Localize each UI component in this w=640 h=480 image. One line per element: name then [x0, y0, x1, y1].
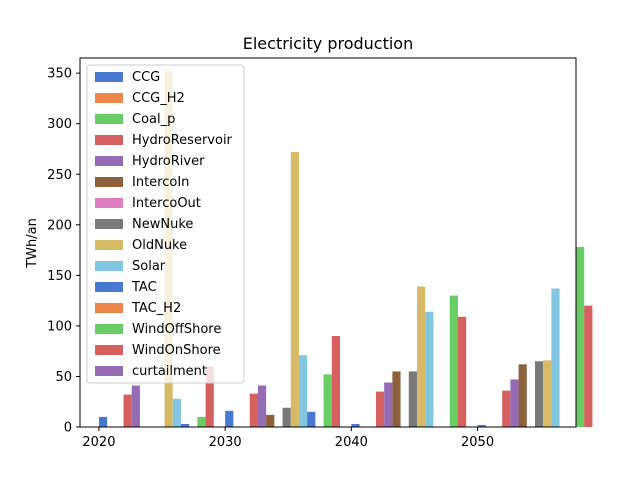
bar-WindOnShore-2020: [205, 366, 214, 427]
bar-NewNuke-2040: [408, 371, 417, 427]
legend: CCG CCG_H2 Coal_p HydroReservoir HydroRiver I…: [86, 64, 245, 384]
legend-swatch-Coal_p: [95, 114, 123, 124]
bar-CCG-2030: [225, 410, 234, 427]
chart-title: Electricity production: [243, 34, 413, 53]
bar-Solar-2030: [298, 355, 308, 427]
legend-label-Coal_p: Coal_p: [132, 112, 175, 127]
legend-swatch-OldNuke: [95, 240, 123, 250]
legend-swatch-CCG_H2: [95, 93, 123, 103]
bar-NewNuke-2030: [282, 407, 291, 427]
bar-NewNuke-2050: [534, 361, 544, 427]
bar-HydroRiver-2040: [384, 382, 393, 427]
bar-WindOffShore-2040: [449, 295, 458, 427]
bar-TAC-2030: [307, 411, 316, 427]
bar-HydroReservoir-2040: [375, 391, 385, 427]
y-tick-label: 250: [47, 168, 72, 183]
plot-area-frame: [79, 57, 577, 428]
bar-OldNuke-2050: [543, 360, 552, 427]
bar-IntercoIn-2030: [266, 414, 275, 427]
legend-swatch-NewNuke: [95, 219, 123, 229]
legend-label-NewNuke: NewNuke: [132, 217, 193, 232]
bar-HydroRiver-2020: [131, 385, 140, 427]
bar-Solar-2040: [425, 311, 434, 427]
y-tick-label: 300: [47, 117, 72, 132]
bar-WindOffShore-2030: [323, 374, 332, 427]
x-tick-label: 2020: [82, 435, 115, 450]
y-tick-label: 100: [47, 319, 72, 334]
x-axis-ticks: 2020 2030 2040 2050: [82, 427, 494, 450]
legend-label-HydroReservoir: HydroReservoir: [132, 133, 233, 148]
legend-label-IntercoOut: IntercoOut: [132, 196, 201, 211]
y-tick-label: 50: [55, 370, 72, 385]
bar-HydroReservoir-2020: [123, 394, 132, 427]
legend-swatch-TAC: [95, 282, 123, 292]
y-tick-label: 200: [47, 218, 72, 233]
y-axis-label: TWh/an: [25, 218, 40, 269]
bar-WindOnShore-2050: [584, 305, 593, 427]
bar-IntercoIn-2040: [392, 371, 401, 427]
legend-label-Solar: Solar: [132, 259, 166, 274]
bar-OldNuke-2040: [416, 286, 426, 427]
x-tick-label: 2040: [335, 435, 368, 450]
legend-swatch-WindOnShore: [95, 345, 123, 355]
bar-HydroRiver-2030: [257, 385, 267, 427]
y-axis-ticks: 0 50 100 150 200 250 300 350: [47, 67, 80, 436]
legend-swatch-HydroRiver: [95, 156, 123, 166]
legend-swatch-IntercoOut: [95, 198, 123, 208]
bar-HydroRiver-2050: [510, 379, 519, 427]
legend-swatch-curtailment: [95, 366, 123, 376]
bar-WindOnShore-2040: [457, 316, 467, 427]
bar-WindOffShore-2050: [576, 247, 585, 427]
bar-IntercoIn-2050: [518, 364, 527, 427]
legend-swatch-Solar: [95, 261, 123, 271]
bar-OldNuke-2030: [290, 152, 299, 427]
bar-CCG-2050: [477, 424, 486, 427]
y-tick-label: 150: [47, 269, 72, 284]
legend-label-CCG_H2: CCG_H2: [132, 91, 185, 106]
bar-CCG-2040: [351, 423, 360, 427]
bar-Solar-2020: [172, 398, 181, 427]
x-tick-label: 2050: [461, 435, 494, 450]
bars-group: [98, 71, 593, 427]
bar-WindOnShore-2030: [331, 336, 340, 427]
legend-label-OldNuke: OldNuke: [132, 238, 187, 253]
bar-HydroReservoir-2030: [249, 393, 258, 427]
y-tick-label: 0: [64, 421, 72, 436]
bar-CCG-2020: [98, 416, 108, 427]
bar-WindOffShore-2020: [197, 416, 206, 427]
bar-HydroReservoir-2050: [502, 390, 511, 427]
bar-TAC-2020: [180, 423, 190, 427]
legend-label-HydroRiver: HydroRiver: [132, 154, 205, 169]
legend-box: [86, 64, 245, 384]
legend-label-TAC_H2: TAC_H2: [131, 301, 181, 316]
legend-swatch-IntercoIn: [95, 177, 123, 187]
legend-label-IntercoIn: IntercoIn: [132, 175, 189, 190]
legend-label-curtailment: curtailment: [132, 364, 207, 379]
legend-label-WindOffShore: WindOffShore: [132, 322, 221, 337]
y-tick-label: 350: [47, 67, 72, 82]
legend-label-CCG: CCG: [132, 70, 160, 85]
legend-swatch-HydroReservoir: [95, 135, 123, 145]
legend-swatch-CCG: [95, 72, 123, 82]
legend-label-TAC: TAC: [131, 280, 157, 295]
x-tick-label: 2030: [209, 435, 242, 450]
legend-swatch-TAC_H2: [95, 303, 123, 313]
bar-Solar-2050: [551, 288, 560, 427]
legend-label-WindOnShore: WindOnShore: [132, 343, 221, 358]
legend-swatch-WindOffShore: [95, 324, 123, 334]
